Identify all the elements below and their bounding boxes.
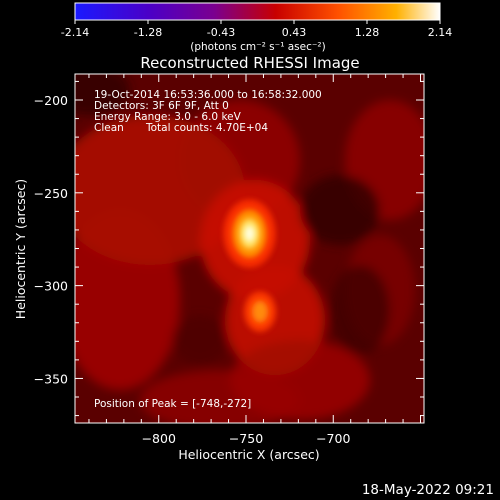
colorbar-gradient <box>74 2 441 21</box>
annotation-time-range: 19-Oct-2014 16:53:36.000 to 16:58:32.000 <box>94 89 322 101</box>
chart-title: Reconstructed RHESSI Image <box>140 54 359 72</box>
annotation-total-counts: Total counts: 4.70E+04 <box>145 122 268 134</box>
annotation-algorithm: Clean <box>94 122 124 134</box>
annotation-detectors: Detectors: 3F 6F 9F, Att 0 <box>94 100 229 112</box>
x-axis-label: Heliocentric X (arcsec) <box>178 447 319 462</box>
colorbar-tick-label: -2.14 <box>61 26 89 39</box>
colorbar-tick-label: -1.28 <box>134 26 162 39</box>
x-tick-label: −800 <box>142 431 176 446</box>
colorbar-tick-label: -0.43 <box>207 26 235 39</box>
y-tick-label: −250 <box>34 186 68 201</box>
colorbar-unit-label: (photons cm⁻² s⁻¹ asec⁻²) <box>190 41 325 53</box>
y-tick-label: −350 <box>34 371 68 386</box>
annotation-peak-position: Position of Peak = [-748,-272] <box>94 398 251 410</box>
peak-source-center <box>244 225 255 242</box>
image-area <box>75 74 424 423</box>
x-tick-label: −750 <box>229 431 263 446</box>
heatmap-diffuse <box>75 74 424 423</box>
colorbar-tick-label: 1.28 <box>355 26 380 39</box>
y-axis-label: Heliocentric Y (arcsec) <box>13 179 28 319</box>
secondary-source-core <box>251 300 268 323</box>
colorbar-tick-label: 0.43 <box>282 26 307 39</box>
colorbar: -2.14 -1.28 -0.43 0.43 1.28 2.14 (photon… <box>61 2 453 53</box>
timestamp: 18-May-2022 09:21 <box>362 482 494 498</box>
annotation-energy-range: Energy Range: 3.0 - 6.0 keV <box>94 111 242 123</box>
y-tick-label: −300 <box>34 279 68 294</box>
colorbar-tick-label: 2.14 <box>428 26 453 39</box>
y-tick-label: −200 <box>34 93 68 108</box>
heatmap-sources <box>223 199 276 332</box>
axis-ticks <box>75 74 424 423</box>
x-tick-label: −700 <box>316 431 350 446</box>
colorbar-ticks <box>74 20 441 24</box>
